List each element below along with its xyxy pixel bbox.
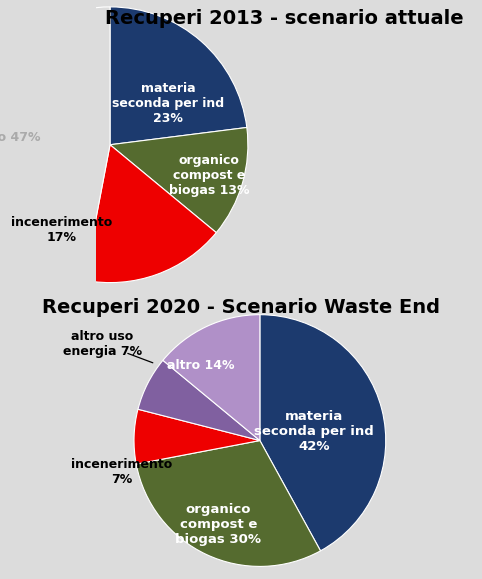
- Text: materia
seconda per ind
23%: materia seconda per ind 23%: [112, 82, 224, 125]
- Text: incenerimento
17%: incenerimento 17%: [11, 216, 112, 244]
- Text: organico
compost e
biogas 13%: organico compost e biogas 13%: [169, 153, 250, 197]
- Text: Recuperi 2020 - Scenario Waste End: Recuperi 2020 - Scenario Waste End: [42, 298, 440, 317]
- Text: altro 14%: altro 14%: [167, 358, 234, 372]
- Wedge shape: [163, 314, 260, 441]
- Text: incenerimento
7%: incenerimento 7%: [71, 458, 172, 486]
- Wedge shape: [84, 145, 216, 283]
- Text: altro 47%: altro 47%: [0, 131, 40, 144]
- Wedge shape: [260, 314, 386, 551]
- Wedge shape: [110, 7, 247, 145]
- Wedge shape: [0, 7, 110, 280]
- Wedge shape: [110, 127, 248, 233]
- Text: Recuperi 2013 - scenario attuale: Recuperi 2013 - scenario attuale: [105, 9, 464, 28]
- Wedge shape: [136, 441, 321, 566]
- Wedge shape: [138, 360, 260, 441]
- Text: organico
compost e
biogas 30%: organico compost e biogas 30%: [175, 503, 261, 547]
- Text: altro uso
energia 7%: altro uso energia 7%: [63, 329, 142, 358]
- Text: materia
seconda per ind
42%: materia seconda per ind 42%: [254, 411, 374, 453]
- Wedge shape: [134, 409, 260, 464]
